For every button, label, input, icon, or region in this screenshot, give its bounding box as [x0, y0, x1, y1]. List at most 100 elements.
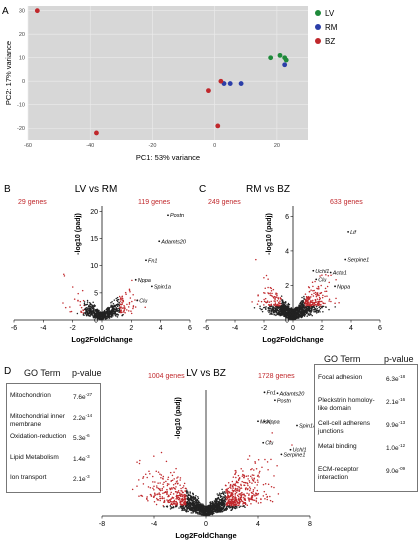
y-axis-title: -log10 (padj) [266, 213, 273, 255]
significant-gene-point [131, 279, 133, 282]
significant-gene-point [237, 478, 240, 480]
gene-point [290, 311, 293, 313]
gene-point [111, 314, 114, 316]
significant-gene-point [225, 489, 227, 491]
significant-gene-point [157, 487, 160, 490]
significant-gene-point [122, 299, 125, 302]
significant-gene-point [159, 499, 161, 502]
significant-gene-point [257, 459, 260, 461]
gene-point [276, 308, 279, 311]
significant-gene-point [123, 308, 126, 310]
significant-gene-point [227, 502, 229, 505]
gene-point [273, 307, 276, 309]
significant-gene-point [180, 498, 182, 501]
gene-point [302, 304, 304, 307]
significant-gene-point [275, 304, 278, 307]
gene-point [193, 510, 195, 513]
significant-gene-point [156, 493, 159, 495]
gene-point [104, 315, 107, 318]
gene-point [186, 501, 189, 504]
significant-gene-point [153, 489, 155, 491]
significant-gene-point [70, 310, 73, 313]
gene-point [92, 316, 95, 319]
significant-gene-point [230, 493, 232, 495]
significant-gene-point [179, 494, 182, 497]
significant-gene-point [231, 499, 233, 502]
significant-gene-point [241, 480, 243, 483]
gene-point [232, 506, 234, 508]
significant-gene-point [240, 483, 242, 486]
gene-point [188, 503, 190, 506]
gene-point [221, 508, 224, 511]
significant-gene-point [155, 503, 158, 506]
gene-point [217, 505, 219, 508]
significant-gene-point [62, 302, 64, 304]
gene-point [314, 309, 316, 311]
labelled-gene-point [329, 271, 332, 274]
gene-point [322, 305, 325, 308]
significant-gene-point [136, 461, 138, 463]
go-right-pvalue: 1.0e-12 [386, 443, 406, 453]
significant-gene-point [185, 496, 187, 498]
gene-point [212, 506, 215, 508]
labelled-gene-point [344, 258, 347, 261]
y-axis-title: -log10 (padj) [75, 213, 82, 255]
gene-point [111, 300, 113, 303]
significant-gene-point [176, 491, 178, 493]
gene-point [238, 506, 241, 508]
significant-gene-point [240, 494, 243, 496]
significant-gene-point [178, 496, 180, 499]
significant-gene-point [252, 499, 254, 501]
significant-gene-point [124, 312, 126, 314]
gene-point [305, 312, 308, 315]
gene-point [293, 313, 295, 316]
gene-point [88, 309, 91, 311]
significant-gene-point [77, 292, 79, 295]
gene-point [307, 307, 310, 309]
significant-gene-point [174, 491, 177, 493]
gene-point [221, 500, 223, 503]
significant-gene-point [241, 500, 244, 503]
gene-point [115, 313, 117, 315]
significant-gene-point [238, 502, 241, 504]
gene-point [88, 307, 91, 310]
gene-point [190, 495, 192, 497]
significant-gene-point [234, 469, 237, 472]
gene-point [192, 503, 195, 506]
significant-gene-point [307, 304, 310, 306]
gene-point [202, 504, 205, 507]
significant-gene-point [182, 485, 185, 487]
significant-gene-point [131, 300, 133, 303]
gene-point [221, 488, 223, 491]
significant-gene-point [257, 300, 260, 302]
significant-gene-point [225, 490, 227, 493]
significant-gene-point [182, 504, 184, 506]
point-lv [268, 55, 274, 61]
gene-point [216, 493, 219, 495]
y-axis-title: -log10 (padj) [175, 397, 182, 439]
significant-gene-point [178, 492, 181, 494]
gene-point [259, 305, 261, 307]
gene-point [110, 316, 113, 318]
significant-gene-point [176, 477, 178, 479]
gene-point [221, 510, 224, 513]
go-right-head-p: p-value [384, 354, 414, 364]
gene-point [113, 299, 116, 301]
significant-gene-point [255, 500, 258, 503]
gene-point [217, 501, 219, 504]
panel-label-c: C [199, 184, 206, 195]
significant-gene-point [238, 493, 241, 495]
significant-gene-point [176, 482, 179, 485]
gene-point [88, 311, 91, 314]
gene-point [98, 317, 100, 319]
significant-gene-point [243, 474, 245, 477]
gene-label: Fn1 [148, 258, 157, 264]
legend-label-bz: BZ [325, 37, 335, 46]
significant-gene-point [236, 494, 239, 497]
gene-point [170, 506, 172, 508]
gene-point [113, 308, 116, 310]
gene-point [107, 311, 110, 314]
significant-gene-point [270, 303, 273, 306]
gene-point [118, 304, 120, 306]
gene-point [284, 315, 287, 317]
